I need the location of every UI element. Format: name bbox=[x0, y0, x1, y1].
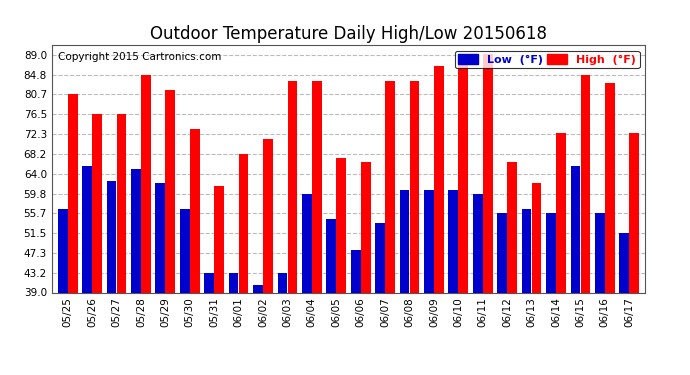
Bar bbox=[155, 183, 165, 292]
Bar bbox=[546, 213, 556, 292]
Bar bbox=[263, 139, 273, 292]
Bar bbox=[410, 81, 420, 292]
Bar bbox=[351, 250, 361, 292]
Bar bbox=[131, 169, 141, 292]
Bar bbox=[580, 75, 591, 292]
Bar bbox=[556, 133, 566, 292]
Bar bbox=[434, 66, 444, 292]
Legend: Low  (°F), High  (°F): Low (°F), High (°F) bbox=[455, 51, 640, 68]
Bar bbox=[473, 194, 482, 292]
Text: Copyright 2015 Cartronics.com: Copyright 2015 Cartronics.com bbox=[58, 53, 221, 62]
Bar bbox=[400, 190, 409, 292]
Bar bbox=[106, 181, 117, 292]
Title: Outdoor Temperature Daily High/Low 20150618: Outdoor Temperature Daily High/Low 20150… bbox=[150, 26, 547, 44]
Bar bbox=[253, 285, 263, 292]
Bar bbox=[336, 158, 346, 292]
Bar bbox=[141, 75, 151, 292]
Bar bbox=[58, 209, 68, 292]
Bar bbox=[117, 114, 126, 292]
Bar bbox=[166, 90, 175, 292]
Bar bbox=[448, 190, 458, 292]
Bar bbox=[532, 183, 542, 292]
Bar bbox=[312, 81, 322, 292]
Bar bbox=[302, 194, 312, 292]
Bar bbox=[204, 273, 214, 292]
Bar bbox=[180, 209, 190, 292]
Bar bbox=[458, 54, 469, 292]
Bar bbox=[277, 273, 287, 292]
Bar bbox=[522, 209, 531, 292]
Bar bbox=[228, 273, 239, 292]
Bar bbox=[239, 153, 248, 292]
Bar bbox=[190, 129, 199, 292]
Bar bbox=[497, 213, 507, 292]
Bar bbox=[595, 213, 604, 292]
Bar bbox=[605, 83, 615, 292]
Bar bbox=[288, 81, 297, 292]
Bar bbox=[507, 162, 517, 292]
Bar bbox=[92, 114, 102, 292]
Bar bbox=[326, 219, 336, 292]
Bar bbox=[361, 162, 371, 292]
Bar bbox=[629, 133, 639, 292]
Bar bbox=[620, 233, 629, 292]
Bar bbox=[483, 54, 493, 292]
Bar bbox=[424, 190, 434, 292]
Bar bbox=[571, 166, 580, 292]
Bar bbox=[68, 94, 77, 292]
Bar bbox=[82, 166, 92, 292]
Bar bbox=[215, 186, 224, 292]
Bar bbox=[375, 224, 385, 292]
Bar bbox=[385, 81, 395, 292]
